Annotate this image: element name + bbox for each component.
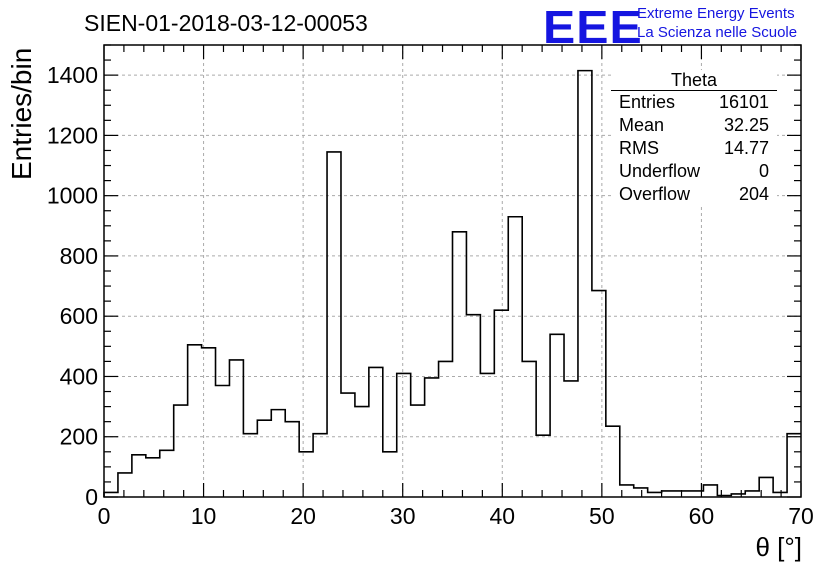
logo-caption: Extreme Energy Events La Scienza nelle S… [637, 4, 797, 42]
stats-value: 204 [738, 184, 769, 204]
histogram-bin [634, 488, 648, 497]
stats-label: Overflow [619, 184, 691, 204]
histogram-bin [285, 422, 299, 497]
stats-label: RMS [619, 138, 659, 158]
stats-label: Underflow [619, 161, 701, 181]
x-tick-label: 70 [788, 503, 814, 529]
histogram-bin [508, 217, 522, 497]
logo-caption-line1: Extreme Energy Events [637, 5, 795, 22]
histogram-bin [188, 345, 202, 497]
x-axis-label: θ [°] [755, 532, 802, 562]
histogram-bin [355, 407, 369, 497]
histogram-bin [216, 386, 230, 497]
stats-row-entries: Entries 16101 [611, 91, 777, 114]
histogram-bin [439, 361, 453, 497]
histogram-bin [592, 291, 606, 497]
x-tick-label: 0 [98, 503, 111, 529]
stats-row-overflow: Overflow 204 [611, 183, 777, 206]
histogram-bin [299, 452, 313, 497]
axis-ticks [103, 44, 802, 498]
histogram-bin [662, 491, 676, 497]
y-tick-label: 0 [85, 484, 98, 510]
y-tick-label: 1000 [47, 183, 98, 209]
histogram-bin [313, 434, 327, 497]
x-tick-label: 60 [689, 503, 715, 529]
histogram-bin [745, 491, 759, 497]
histogram-bin [536, 435, 550, 497]
histogram-bin [425, 378, 439, 497]
histogram-bin [118, 473, 132, 497]
histogram-bin [243, 434, 257, 497]
y-axis-label: Entries/bin [6, 47, 37, 180]
y-tick-label: 200 [60, 424, 98, 450]
y-tick-label: 800 [60, 243, 98, 269]
histogram-bin [606, 426, 620, 497]
histogram-bin [480, 373, 494, 497]
histogram-bin [327, 152, 341, 497]
y-tick-label: 1200 [47, 122, 98, 148]
histogram-bin [453, 232, 467, 497]
histogram-bin [271, 410, 285, 497]
x-tick-label: 50 [589, 503, 615, 529]
histogram-bin [411, 405, 425, 497]
stats-label: Entries [619, 92, 676, 112]
tick-labels: 0 10 20 30 40 50 60 70 0 200 400 600 800 1000 1200 1400 [47, 62, 814, 529]
histogram-bin [466, 315, 480, 497]
histogram-bin [550, 334, 564, 497]
stats-value: 32.25 [723, 115, 769, 135]
histogram-bin [787, 434, 801, 497]
stats-value: 0 [758, 161, 769, 181]
y-tick-label: 400 [60, 363, 98, 389]
histogram-bin [146, 458, 160, 497]
stats-box: Theta Entries 16101 Mean 32.25 RMS 14.77… [611, 70, 777, 206]
x-tick-label: 20 [290, 503, 316, 529]
histogram-bin [174, 405, 188, 497]
histogram-bin [341, 393, 355, 497]
histogram-bin [564, 381, 578, 497]
histogram-bin [369, 367, 383, 497]
histogram-bin [703, 485, 717, 497]
histogram-bin [494, 310, 508, 497]
histogram-bin [578, 71, 592, 497]
stats-value: 14.77 [723, 138, 769, 158]
stats-row-mean: Mean 32.25 [611, 114, 777, 137]
stats-label: Mean [619, 115, 665, 135]
histogram-bin [676, 491, 690, 497]
eee-logo: EEE [543, 1, 643, 53]
histogram-bin [383, 452, 397, 497]
y-tick-label: 1400 [47, 62, 98, 88]
histogram-outline [103, 69, 801, 497]
histogram-bin [160, 450, 174, 497]
histogram-bin [202, 348, 216, 497]
x-tick-label: 10 [191, 503, 217, 529]
stats-title: Theta [611, 70, 777, 91]
logo-caption-line2: La Scienza nelle Scuole [637, 24, 798, 41]
y-tick-label: 600 [60, 303, 98, 329]
histogram-bin [229, 360, 243, 497]
plot-title: SIEN-01-2018-03-12-00053 [84, 10, 368, 36]
histogram-bin [257, 420, 271, 497]
stats-row-rms: RMS 14.77 [611, 137, 777, 160]
x-tick-label: 40 [489, 503, 515, 529]
histogram-bin [397, 373, 411, 497]
histogram-bin [522, 361, 536, 497]
stats-row-underflow: Underflow 0 [611, 160, 777, 183]
histogram-bars [103, 69, 801, 497]
stats-value: 16101 [718, 92, 769, 112]
x-tick-label: 30 [390, 503, 416, 529]
